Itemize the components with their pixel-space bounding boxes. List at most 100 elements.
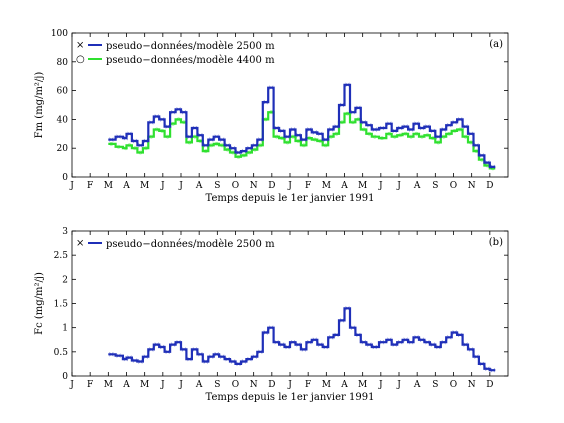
data-point bbox=[138, 359, 143, 364]
data-point bbox=[280, 136, 285, 141]
data-point bbox=[307, 339, 312, 345]
data-point bbox=[387, 121, 392, 126]
data-point bbox=[323, 143, 328, 148]
data-point bbox=[447, 335, 452, 340]
data-point bbox=[187, 134, 192, 139]
data-point bbox=[318, 139, 323, 143]
data-point bbox=[247, 150, 252, 155]
data-point bbox=[176, 107, 181, 112]
x-tick-label-month: J bbox=[287, 380, 292, 390]
data-point bbox=[123, 146, 128, 151]
data-point bbox=[203, 359, 209, 364]
data-point bbox=[279, 128, 285, 134]
y-tick-label: 0 bbox=[62, 173, 68, 183]
data-point bbox=[274, 134, 279, 139]
x-tick-label-month: M bbox=[104, 181, 113, 191]
data-point bbox=[109, 137, 114, 142]
data-point bbox=[468, 347, 474, 352]
y-tick-label: 60 bbox=[57, 87, 69, 97]
x-tick-label-month: J bbox=[396, 181, 401, 191]
data-point bbox=[485, 366, 490, 371]
data-point bbox=[452, 330, 457, 335]
data-point bbox=[127, 143, 132, 148]
panel-b-legend: × pseudo−données/modèle 2500 m bbox=[76, 238, 275, 250]
data-point bbox=[247, 145, 252, 151]
data-point bbox=[285, 134, 290, 139]
data-point bbox=[290, 339, 296, 345]
data-point bbox=[463, 134, 468, 139]
data-point bbox=[214, 134, 219, 139]
data-point bbox=[209, 137, 214, 142]
data-point bbox=[127, 355, 132, 360]
x-tick-label-month: F bbox=[305, 380, 311, 390]
data-point bbox=[403, 337, 408, 342]
data-point bbox=[154, 114, 159, 119]
data-point bbox=[230, 145, 236, 151]
data-point bbox=[430, 136, 435, 141]
x-tick-label-month: N bbox=[468, 181, 476, 191]
data-point bbox=[236, 154, 241, 159]
x-tick-label-month: A bbox=[413, 181, 421, 191]
data-point bbox=[132, 138, 138, 144]
data-point bbox=[181, 347, 187, 352]
x-tick-label-month: D bbox=[268, 380, 275, 390]
data-point bbox=[307, 127, 312, 132]
data-point bbox=[214, 141, 219, 146]
data-point bbox=[285, 344, 290, 350]
data-point bbox=[209, 354, 214, 359]
data-point bbox=[241, 359, 247, 364]
data-point bbox=[225, 143, 230, 148]
data-point bbox=[392, 134, 397, 139]
x-tick-label-month: D bbox=[486, 380, 493, 390]
data-point bbox=[409, 134, 413, 139]
x-tick-label-month: D bbox=[268, 181, 275, 191]
data-point bbox=[290, 127, 296, 132]
y-tick-label: 2 bbox=[62, 275, 68, 285]
data-point bbox=[361, 120, 367, 125]
data-point bbox=[258, 143, 263, 148]
data-point bbox=[387, 337, 392, 342]
data-point bbox=[258, 137, 263, 142]
data-point bbox=[154, 342, 159, 347]
data-point bbox=[296, 342, 301, 347]
data-point bbox=[285, 140, 290, 145]
panel-b: 00.511.522.53J F M A M J J A S O N D J F M A M J J A S O N D (b… bbox=[34, 227, 509, 403]
data-point bbox=[159, 117, 165, 122]
data-point bbox=[425, 133, 430, 138]
y-tick-label: 40 bbox=[57, 115, 69, 125]
data-point bbox=[149, 347, 154, 352]
data-point bbox=[296, 139, 301, 143]
data-point bbox=[181, 109, 187, 115]
x-tick-label-month: J bbox=[287, 181, 292, 191]
data-point bbox=[425, 339, 430, 345]
x-tick-label-month: J bbox=[378, 380, 383, 390]
x-tick-label-month: O bbox=[450, 380, 457, 390]
x-tick-label-month: A bbox=[122, 181, 130, 191]
panel-b-ticks: 00.511.522.53J F M A M J J A S O N D J F M A M J J A S O N D bbox=[54, 227, 508, 390]
data-point bbox=[312, 337, 318, 342]
data-point bbox=[329, 134, 334, 139]
data-point bbox=[230, 359, 236, 364]
data-point bbox=[457, 117, 463, 122]
legend-marker-2500m: × bbox=[76, 238, 84, 249]
data-point bbox=[403, 131, 408, 136]
data-point bbox=[171, 121, 176, 126]
x-tick-label-month: F bbox=[305, 181, 311, 191]
data-point bbox=[350, 325, 356, 330]
x-tick-label-month: J bbox=[69, 181, 74, 191]
data-point bbox=[479, 153, 485, 158]
data-point bbox=[345, 306, 350, 311]
x-tick-label-month: M bbox=[322, 181, 331, 191]
legend-marker-4400m: ○ bbox=[76, 54, 85, 65]
data-point bbox=[109, 141, 114, 146]
data-point bbox=[165, 134, 170, 139]
data-point bbox=[463, 124, 468, 129]
data-point bbox=[441, 339, 446, 345]
series-step-line bbox=[108, 307, 496, 372]
data-point bbox=[340, 120, 344, 125]
x-tick-label-month: F bbox=[87, 380, 93, 390]
panel-a-label: (a) bbox=[489, 39, 503, 50]
data-point bbox=[109, 352, 114, 357]
